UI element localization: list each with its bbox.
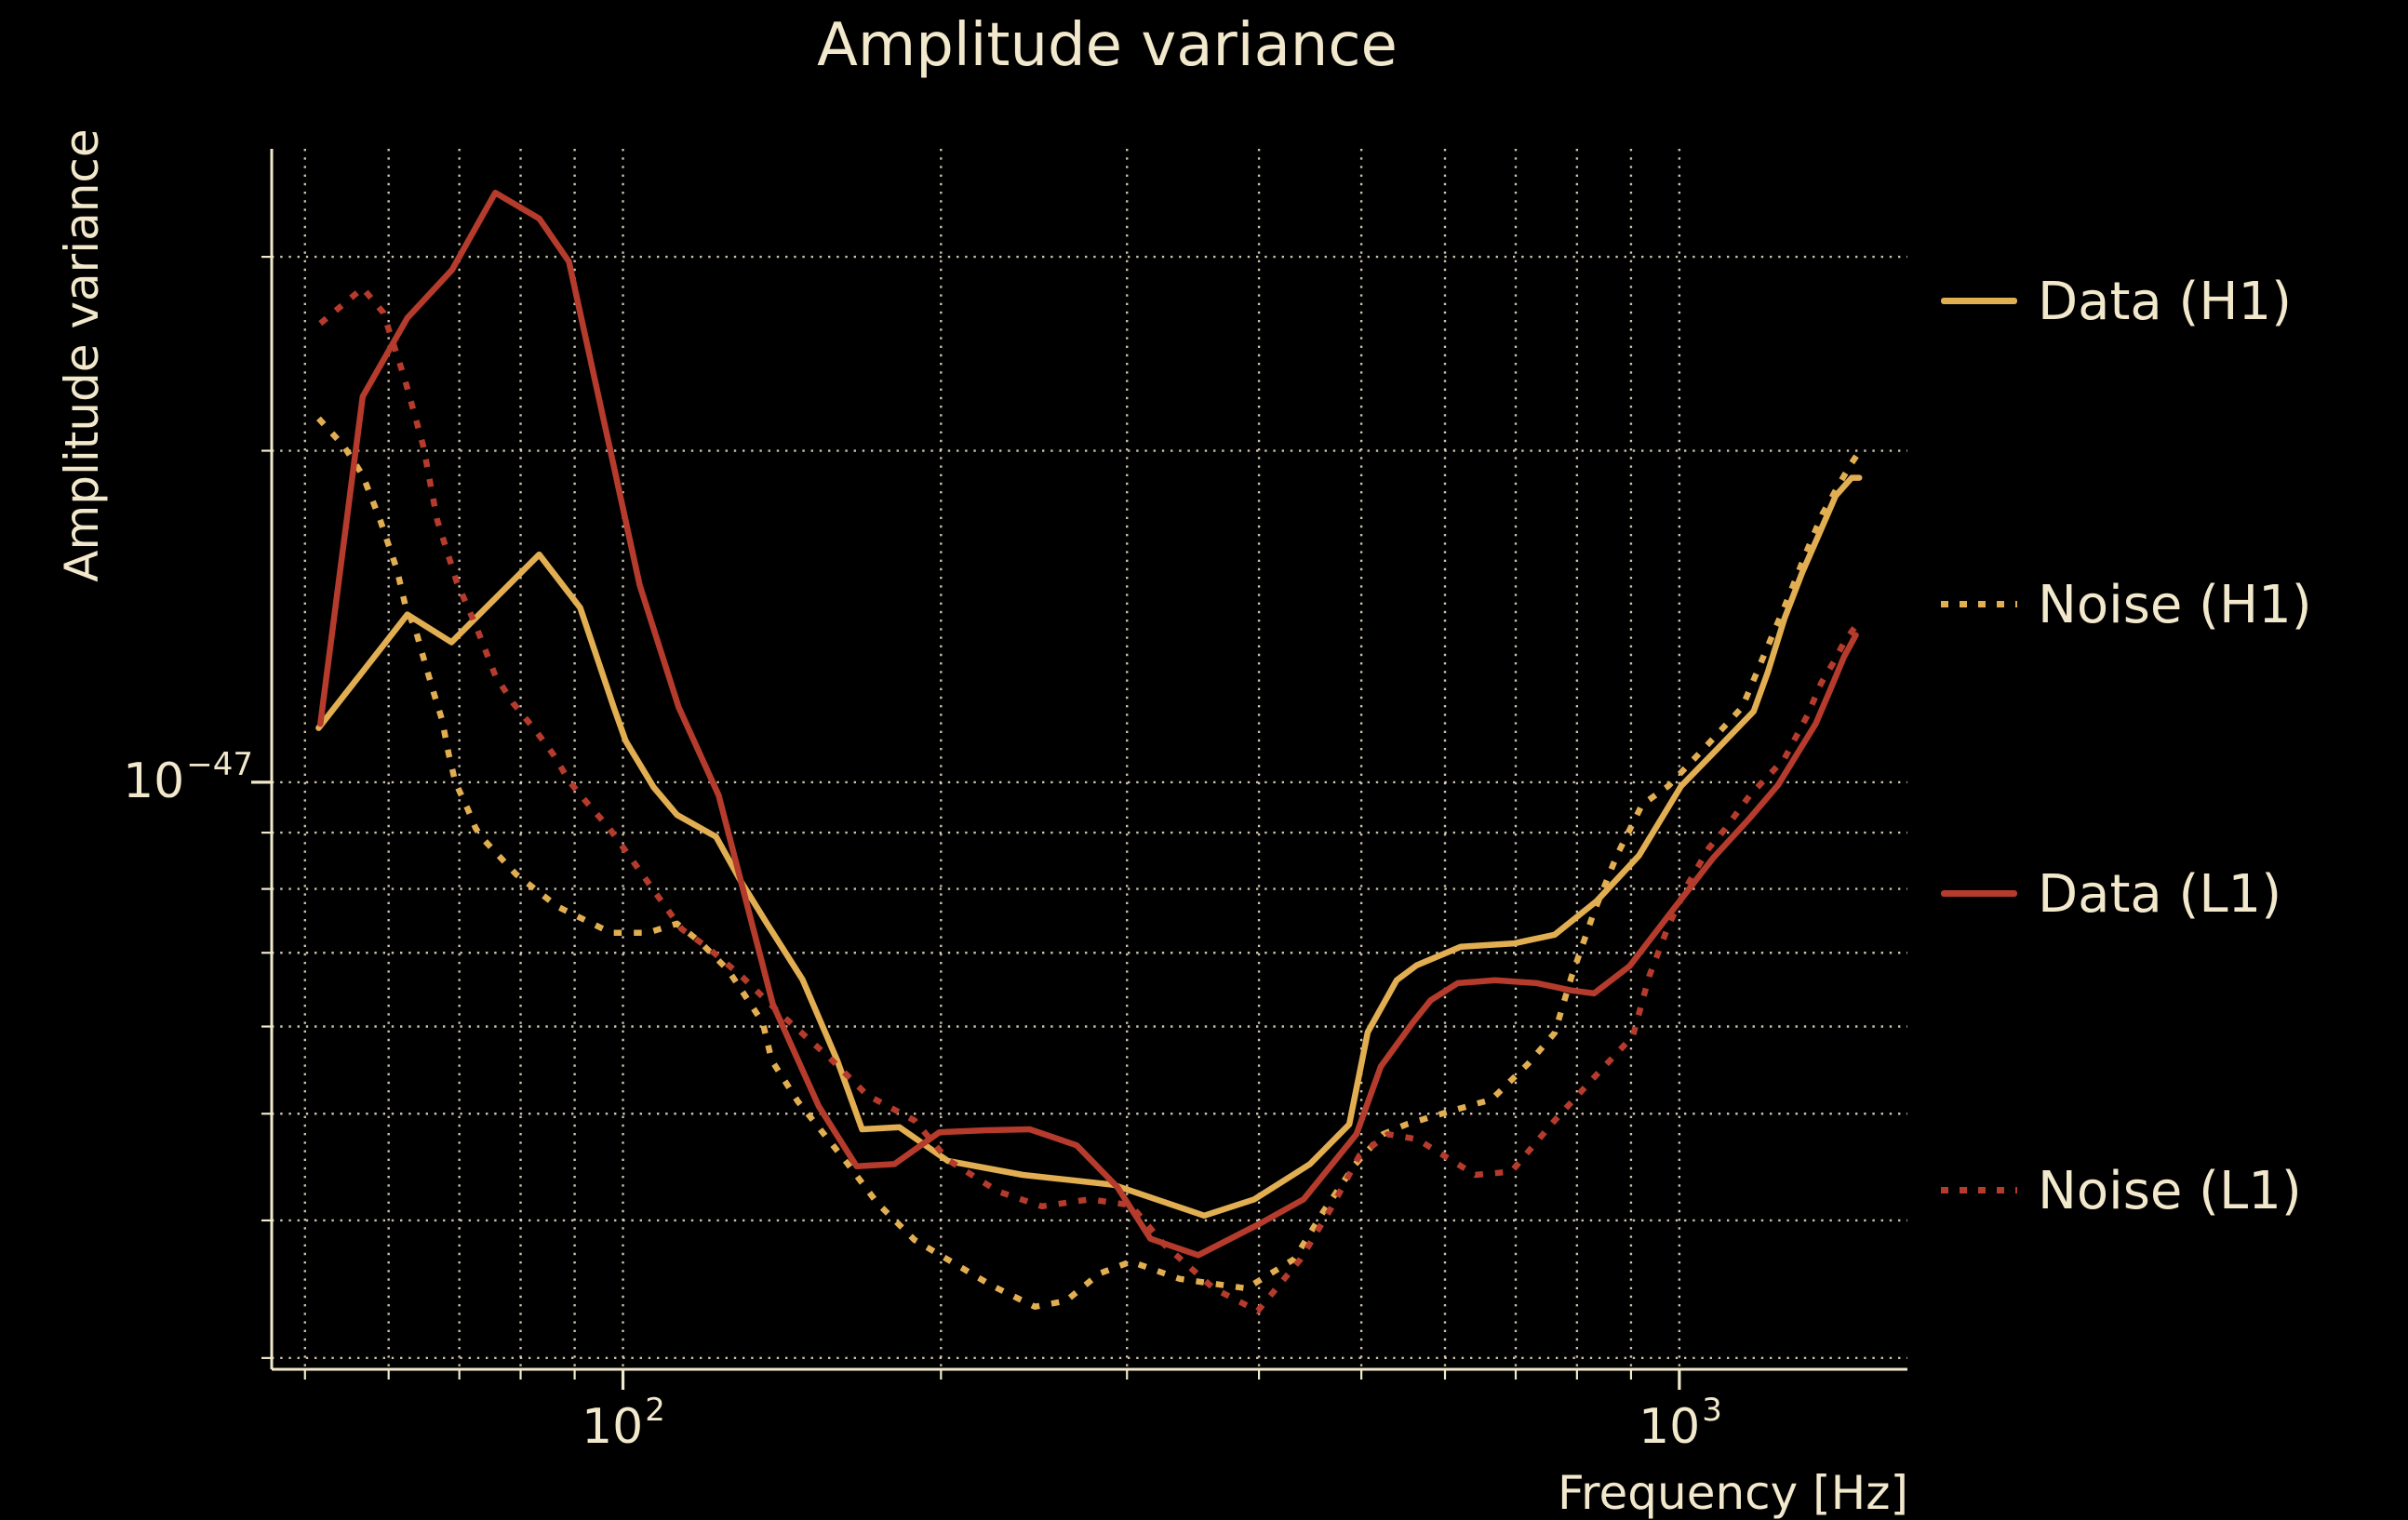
x-tick-label-1000: 103 xyxy=(1639,1392,1722,1455)
x-axis-label: Frequency [Hz] xyxy=(1557,1466,1908,1520)
x-tick-label-100: 102 xyxy=(582,1392,665,1455)
plot-svg xyxy=(251,149,1907,1390)
legend-row-data-l1: Data (L1) xyxy=(1941,857,2406,931)
legend: Data (H1) Noise (H1) Data (L1) Noise (L1… xyxy=(1941,0,2406,1488)
legend-row-noise-l1: Noise (L1) xyxy=(1941,1153,2406,1228)
series-line-noise-h1 xyxy=(315,416,1860,1310)
y-tick-label-1e-47: 10−47 xyxy=(123,746,253,809)
y-axis-label: Amplitude variance xyxy=(55,128,109,582)
figure: Amplitude variance Amplitude variance Fr… xyxy=(55,0,2406,1520)
x-tick-exponent: 3 xyxy=(1702,1392,1722,1429)
legend-label: Data (L1) xyxy=(2038,864,2282,925)
series-line-noise-l1 xyxy=(318,285,1860,1314)
legend-label: Data (H1) xyxy=(2038,272,2292,332)
series-line-data-l1 xyxy=(317,189,1859,1259)
legend-line-sample-noise-h1 xyxy=(1941,601,2017,607)
legend-label: Noise (L1) xyxy=(2038,1161,2302,1221)
legend-line-sample-noise-l1 xyxy=(1941,1187,2017,1193)
series-line-data-h1 xyxy=(315,474,1863,1220)
legend-line-sample-data-l1 xyxy=(1941,890,2017,897)
legend-line-sample-data-h1 xyxy=(1941,298,2017,304)
legend-row-noise-h1: Noise (H1) xyxy=(1941,567,2406,642)
legend-label: Noise (H1) xyxy=(2038,575,2312,635)
y-tick-base: 10 xyxy=(123,753,185,809)
x-tick-base: 10 xyxy=(582,1399,644,1455)
x-tick-exponent: 2 xyxy=(645,1392,665,1429)
y-tick-exponent: −47 xyxy=(186,746,253,783)
x-tick-base: 10 xyxy=(1639,1399,1701,1455)
legend-row-data-h1: Data (H1) xyxy=(1941,264,2406,339)
chart-title: Amplitude variance xyxy=(817,11,1398,80)
